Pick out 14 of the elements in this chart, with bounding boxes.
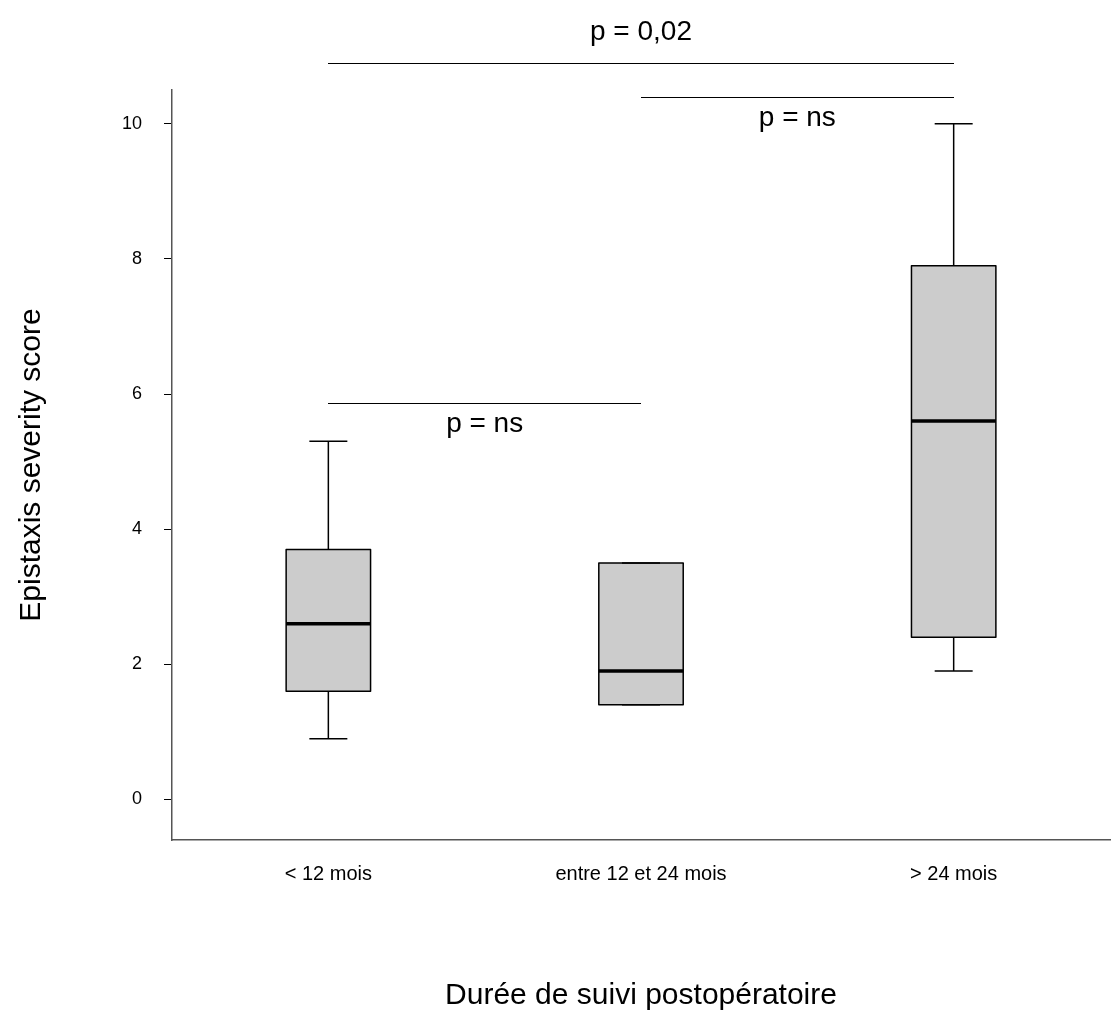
y-axis-title: Epistaxis severity score	[13, 308, 47, 622]
x-tick-label: entre 12 et 24 mois	[555, 861, 727, 884]
y-tick-label: 10	[121, 112, 143, 133]
y-tick-label: 6	[132, 383, 143, 404]
y-tick-label: 8	[132, 247, 143, 268]
x-tick-label: < 12 mois	[284, 861, 372, 884]
x-tick-label: > 24 mois	[910, 861, 998, 884]
annotation: p = ns	[758, 101, 836, 133]
y-tick-label: 2	[132, 653, 143, 674]
y-tick-label: 0	[132, 788, 143, 809]
annotation: p = ns	[446, 407, 524, 439]
x-axis-title: Durée de suivi postopératoire	[445, 977, 837, 1011]
y-tick-label: 4	[132, 518, 143, 539]
text: p = 0,02	[590, 15, 692, 47]
